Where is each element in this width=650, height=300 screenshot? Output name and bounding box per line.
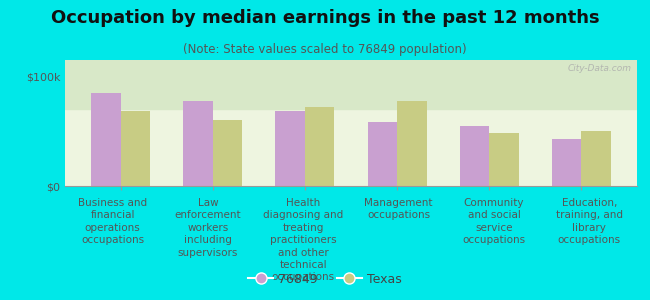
Bar xyxy=(397,100,426,186)
Text: City-Data.com: City-Data.com xyxy=(567,64,631,73)
Bar xyxy=(213,120,242,186)
Text: Health
diagnosing and
treating
practitioners
and other
technical
occupations: Health diagnosing and treating practitio… xyxy=(263,198,343,282)
Bar xyxy=(91,93,120,186)
Bar xyxy=(65,60,637,109)
Bar xyxy=(582,131,611,186)
Bar xyxy=(120,112,150,186)
Text: Business and
financial
operations
occupations: Business and financial operations occupa… xyxy=(78,198,148,245)
Text: (Note: State values scaled to 76849 population): (Note: State values scaled to 76849 popu… xyxy=(183,44,467,56)
Bar xyxy=(305,107,334,186)
Text: Education,
training, and
library
occupations: Education, training, and library occupat… xyxy=(556,198,623,245)
Bar xyxy=(183,100,213,186)
Legend: 76849, Texas: 76849, Texas xyxy=(244,268,406,291)
Text: Community
and social
service
occupations: Community and social service occupations xyxy=(462,198,526,245)
Bar xyxy=(489,134,519,186)
Text: Management
occupations: Management occupations xyxy=(365,198,433,220)
Bar xyxy=(552,139,582,186)
Bar xyxy=(276,112,305,186)
Bar xyxy=(368,122,397,186)
Bar xyxy=(460,126,489,186)
Text: Occupation by median earnings in the past 12 months: Occupation by median earnings in the pas… xyxy=(51,9,599,27)
Text: Law
enforcement
workers
including
supervisors: Law enforcement workers including superv… xyxy=(175,198,241,258)
